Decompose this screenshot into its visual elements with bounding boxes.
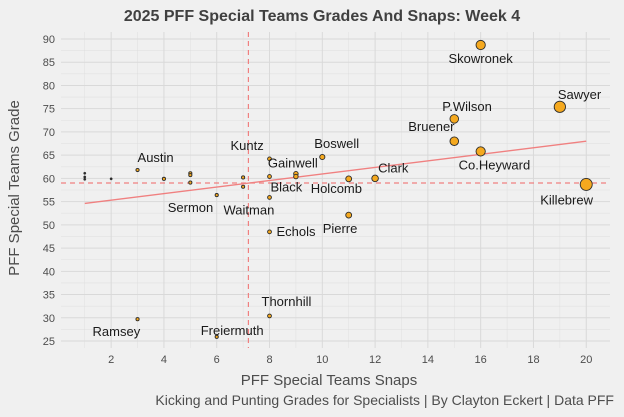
data-point — [475, 146, 486, 157]
y-tick-label: 40 — [43, 266, 55, 278]
data-point — [109, 177, 113, 181]
data-point — [371, 174, 379, 183]
data-point — [188, 180, 193, 185]
x-tick-label: 14 — [422, 354, 434, 366]
point-label: Thornhill — [262, 294, 312, 309]
y-tick-label: 50 — [43, 220, 55, 232]
point-label: Kuntz — [231, 138, 264, 153]
reference-lines — [61, 32, 610, 348]
data-point — [83, 177, 87, 181]
data-point — [449, 136, 460, 146]
data-point — [449, 114, 460, 124]
data-point — [267, 229, 272, 235]
data-point — [293, 173, 299, 180]
data-point — [135, 317, 140, 322]
y-tick-label: 70 — [43, 127, 55, 139]
point-label: Waitman — [224, 202, 275, 217]
trend-line-layer — [84, 140, 587, 205]
trend-line — [84, 140, 587, 205]
data-point — [267, 174, 272, 179]
data-point — [83, 171, 87, 175]
x-tick-label: 8 — [266, 354, 272, 366]
x-axis-title: PFF Special Teams Snaps — [241, 372, 417, 389]
point-label: Echols — [277, 224, 317, 239]
y-tick-label: 35 — [43, 290, 55, 302]
point-label: P.Wilson — [442, 99, 492, 114]
data-point — [475, 39, 486, 51]
data-point — [553, 100, 566, 113]
data-point — [267, 156, 272, 162]
y-tick-label: 80 — [43, 80, 55, 92]
y-tick-label: 30 — [43, 313, 55, 325]
point-label: Sermon — [168, 200, 214, 215]
point-label: Bruener — [408, 119, 455, 134]
x-tick-label: 12 — [369, 354, 381, 366]
data-points — [83, 39, 593, 339]
data-point — [135, 167, 140, 173]
x-tick-label: 4 — [161, 354, 167, 366]
point-label: Pierre — [323, 221, 358, 236]
data-point — [579, 177, 593, 191]
data-point — [214, 334, 219, 339]
x-tick-label: 2 — [108, 354, 114, 366]
point-label: Austin — [138, 150, 174, 165]
grid-layer — [61, 32, 610, 348]
y-tick-label: 60 — [43, 173, 55, 185]
point-label: Black — [271, 180, 303, 195]
data-point — [319, 153, 326, 161]
point-label: Boswell — [314, 136, 359, 151]
chart-title: 2025 PFF Special Teams Grades And Snaps:… — [124, 8, 520, 25]
data-point — [214, 193, 219, 198]
y-axis-title: PFF Special Teams Grade — [6, 100, 23, 276]
data-point — [345, 211, 353, 219]
x-tick-label: 20 — [580, 354, 592, 366]
axis-layer: 2 4 6 8 10 12 14 16 18 20 25 30 35 40 45 50 55 60 65 70 75 80… — [43, 34, 593, 366]
point-label: Freiermuth — [201, 323, 264, 338]
data-point — [241, 184, 246, 189]
data-point — [188, 173, 193, 178]
y-tick-label: 45 — [43, 243, 55, 255]
point-labels: Skowronek Sawyer P.Wilson Bruener Co.Heyward… — [93, 51, 602, 339]
y-tick-label: 85 — [43, 57, 55, 69]
y-tick-label: 65 — [43, 150, 55, 162]
y-tick-label: 25 — [43, 336, 55, 348]
point-label: Sawyer — [558, 87, 602, 102]
x-tick-label: 16 — [475, 354, 487, 366]
y-tick-label: 55 — [43, 197, 55, 209]
data-point — [241, 175, 246, 180]
y-tick-label: 75 — [43, 104, 55, 116]
point-label: Holcomb — [311, 181, 362, 196]
data-point — [83, 175, 87, 179]
y-tick-label: 90 — [43, 34, 55, 46]
x-tick-label: 18 — [527, 354, 539, 366]
point-label: Gainwell — [268, 156, 318, 171]
data-point — [267, 195, 272, 200]
point-label: Co.Heyward — [459, 157, 531, 172]
x-tick-label: 6 — [214, 354, 220, 366]
chart-caption: Kicking and Punting Grades for Specialis… — [155, 392, 614, 408]
data-point — [161, 176, 166, 181]
x-tick-label: 10 — [316, 354, 328, 366]
point-label: Ramsey — [93, 324, 141, 339]
point-label: Skowronek — [449, 51, 514, 66]
point-label: Killebrew — [540, 192, 593, 207]
point-label: Clark — [378, 160, 409, 175]
data-point — [345, 175, 353, 183]
data-point — [267, 313, 272, 319]
